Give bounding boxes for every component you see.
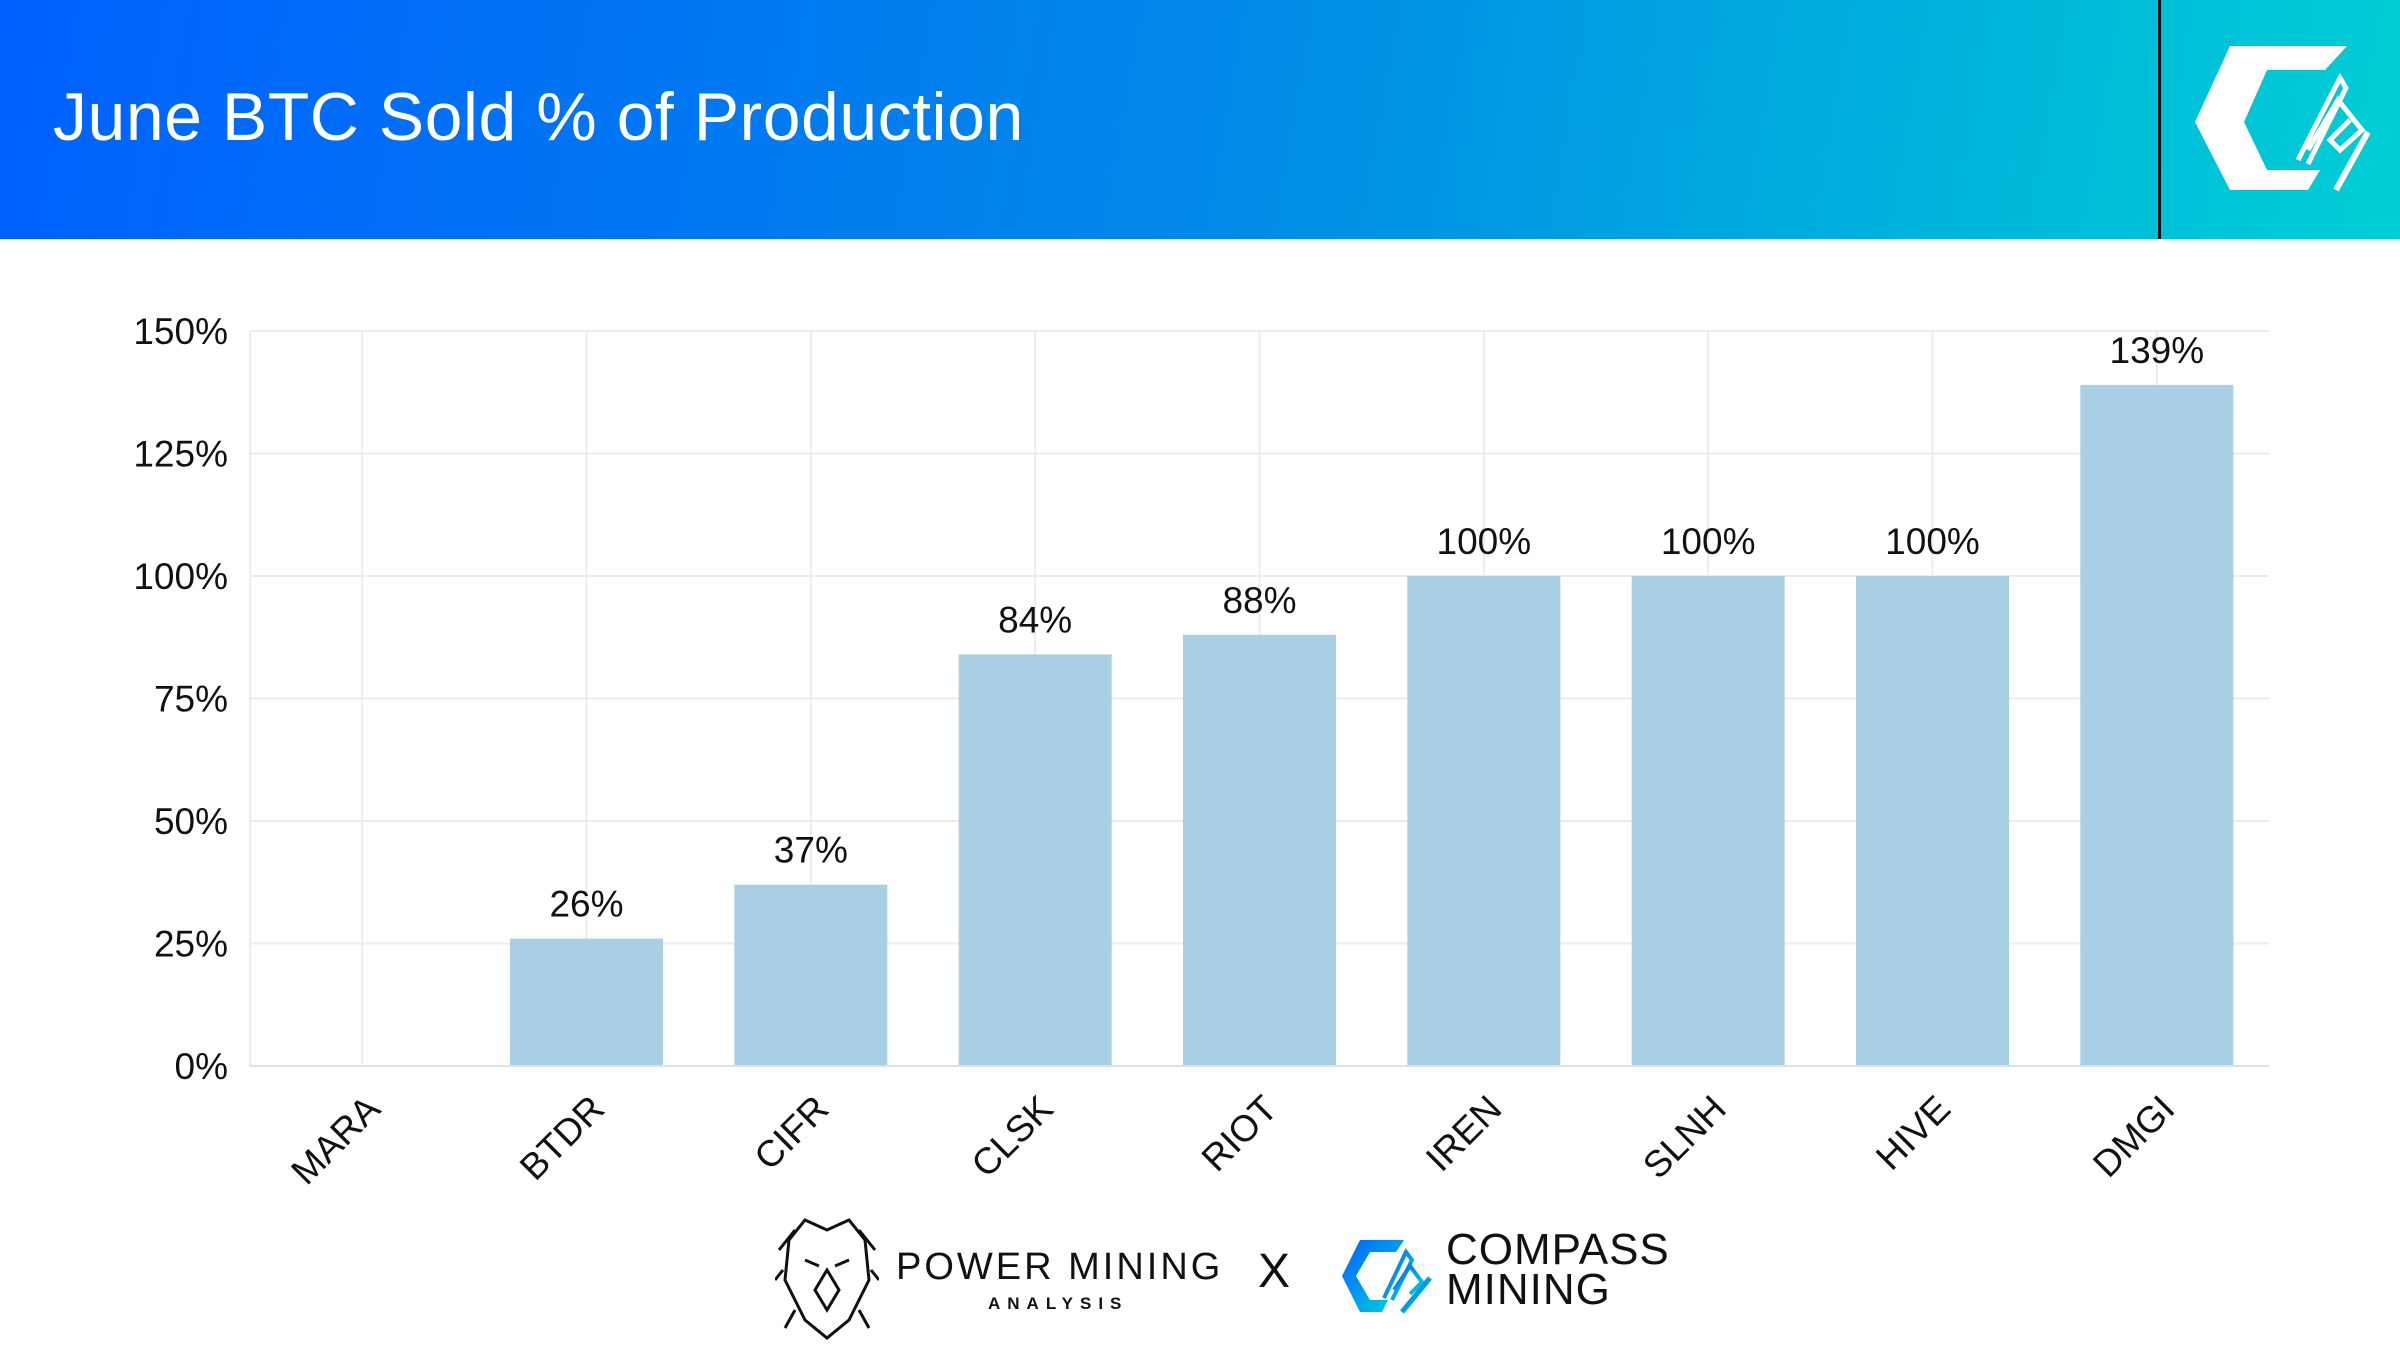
bar-clsk [958, 654, 1112, 1066]
data-label: 37% [774, 830, 848, 871]
y-tick-label: 75% [154, 679, 228, 720]
x-tick-label: CIFR [746, 1088, 836, 1178]
bar-btdr [510, 938, 663, 1066]
x-tick-label: CLSK [963, 1087, 1061, 1185]
data-label: 100% [1437, 521, 1532, 562]
x-tick-label: IREN [1418, 1088, 1510, 1180]
bar-slnh [1631, 576, 1785, 1066]
compass-mining-logo-icon [2195, 46, 2370, 192]
y-tick-label: 150% [133, 311, 228, 352]
power-mining-label: POWER MINING [896, 1246, 1224, 1288]
data-label: 26% [549, 884, 623, 925]
compass-line2: MINING [1446, 1265, 1611, 1314]
header-banner: June BTC Sold % of Production [0, 0, 2400, 239]
y-tick-label: 50% [154, 801, 228, 842]
x-tick-label: BTDR [512, 1088, 612, 1188]
separator-x: X [1258, 1245, 1291, 1298]
data-label: 84% [998, 599, 1072, 640]
compass-line1: COMPASS [1446, 1225, 1670, 1274]
x-tick-label: RIOT [1194, 1088, 1285, 1179]
x-tick-label: HIVE [1868, 1088, 1958, 1178]
data-label: 88% [1222, 580, 1296, 621]
bar-dmgi [2080, 384, 2234, 1066]
data-label: 100% [1885, 521, 1980, 562]
y-tick-label: 125% [133, 434, 228, 475]
y-tick-label: 25% [154, 924, 228, 965]
y-tick-label: 100% [133, 556, 228, 597]
x-tick-label: MARA [283, 1087, 388, 1192]
power-mining-sub-label: ANALYSIS [988, 1294, 1129, 1313]
x-tick-label: DMGI [2085, 1088, 2182, 1185]
bar-cifr [734, 884, 888, 1066]
footer-logos: POWER MINING ANALYSIS X COMPASS MINING [0, 1210, 2400, 1350]
y-tick-label: 0% [175, 1046, 228, 1087]
bar-hive [1856, 576, 2009, 1066]
compass-mining-color-logo-icon [1342, 1240, 1432, 1314]
page-title: June BTC Sold % of Production [53, 79, 1024, 155]
data-label: 139% [2110, 330, 2205, 371]
bar-riot [1183, 634, 1336, 1066]
bar-chart: 0% 25% 50% 75% 100% 125% 150% MARA 26% BTDR 37% CIF… [133, 311, 2269, 1192]
bar-iren [1407, 576, 1561, 1066]
lion-logo-icon [775, 1218, 879, 1340]
compass-mining-label: COMPASS MINING [1446, 1225, 1670, 1314]
data-label: 100% [1661, 521, 1756, 562]
header-divider [2158, 0, 2161, 239]
x-tick-label: SLNH [1635, 1088, 1734, 1187]
